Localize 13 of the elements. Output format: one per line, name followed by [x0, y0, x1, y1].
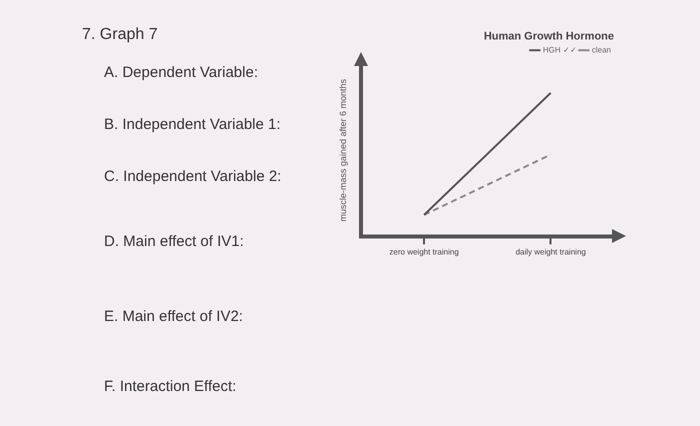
text: A. Dependent Variable: — [104, 64, 258, 81]
legend-label: clean — [592, 45, 611, 54]
x-tick-label: daily weight training — [516, 247, 586, 256]
text: C. Independent Variable 2: — [104, 168, 282, 185]
text: F. Interaction Effect: — [104, 378, 236, 395]
text: 7. Graph 7 — [82, 26, 158, 44]
y-axis-title: muscle-mass gained after 6 months — [338, 78, 348, 222]
legend-label: HGH ✓✓ — [542, 45, 577, 54]
text: B. Independent Variable 1: — [104, 116, 281, 133]
text: E. Main effect of IV2: — [104, 308, 243, 325]
x-tick-label: zero weight training — [389, 247, 459, 256]
chart-title: Human Growth Hormone — [484, 30, 614, 43]
text: D. Main effect of IV1: — [104, 233, 244, 250]
